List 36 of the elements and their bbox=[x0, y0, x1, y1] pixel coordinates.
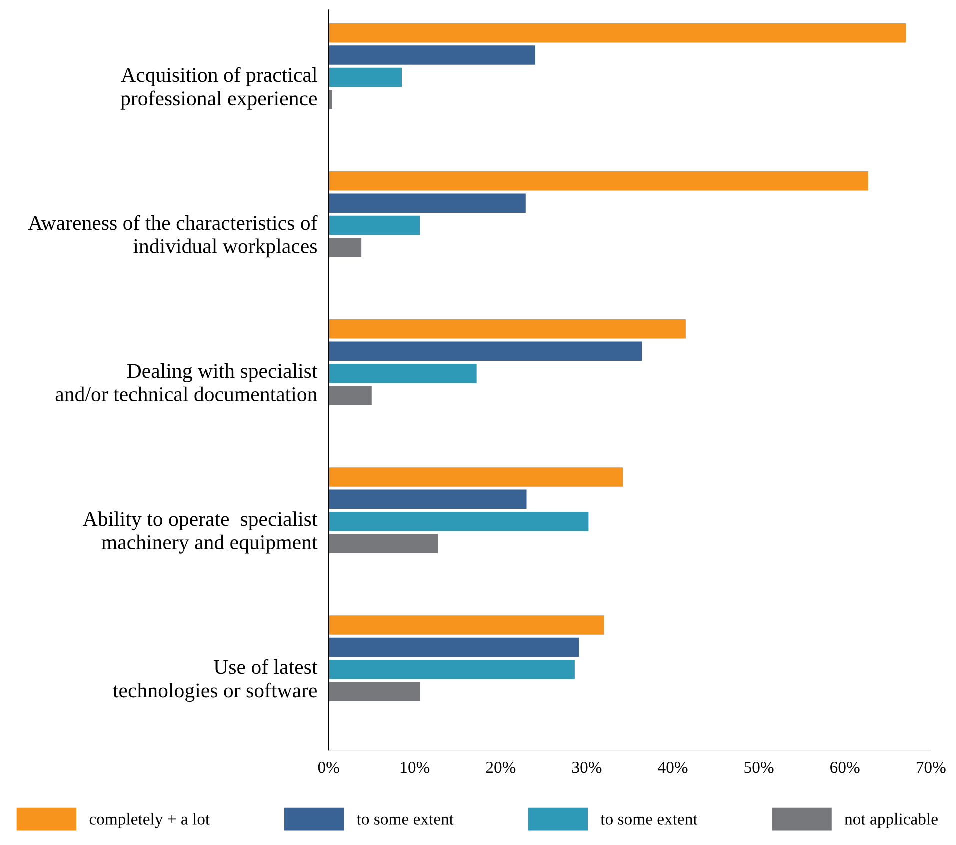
bar bbox=[328, 194, 526, 213]
legend-label: to some extent bbox=[356, 815, 454, 825]
bar bbox=[328, 682, 420, 702]
bar bbox=[328, 512, 589, 532]
y-tick-label: Acquisition of practical professional experience bbox=[120, 67, 318, 110]
y-tick-label: Use of latest technologies or software bbox=[113, 659, 318, 702]
legend-label: to some extent bbox=[600, 815, 698, 825]
bar bbox=[328, 172, 868, 191]
y-tick-label: Dealing with specialist and/or technical documentation bbox=[56, 364, 318, 402]
bar bbox=[328, 660, 575, 680]
bar bbox=[328, 468, 624, 487]
x-tick-label: 40% bbox=[658, 762, 688, 774]
bar bbox=[328, 23, 906, 43]
legend-label: completely + a lot bbox=[90, 813, 210, 828]
bar bbox=[328, 616, 604, 635]
bar bbox=[328, 364, 477, 384]
x-tick-label: 0% bbox=[318, 762, 340, 774]
bar bbox=[328, 68, 402, 88]
legend-label: not applicable bbox=[844, 813, 938, 828]
bar bbox=[328, 534, 438, 554]
x-tick-label: 10% bbox=[401, 762, 430, 774]
bar bbox=[328, 238, 362, 258]
bar bbox=[328, 638, 580, 658]
x-tick-label: 30% bbox=[572, 762, 602, 774]
bar bbox=[328, 386, 372, 406]
y-tick-label: Awareness of the characteristics of individual workplaces bbox=[28, 215, 318, 258]
x-tick-label: 20% bbox=[486, 762, 516, 774]
bar bbox=[328, 342, 642, 362]
bar bbox=[328, 46, 536, 65]
x-tick-label: 60% bbox=[830, 762, 860, 774]
bar bbox=[328, 320, 686, 339]
y-tick-label: Ability to operate specialist machinery and equipment bbox=[83, 512, 318, 554]
bar bbox=[328, 216, 420, 236]
x-tick-label: 70% bbox=[916, 762, 946, 774]
bar bbox=[328, 490, 527, 510]
x-tick-label: 50% bbox=[744, 762, 774, 774]
